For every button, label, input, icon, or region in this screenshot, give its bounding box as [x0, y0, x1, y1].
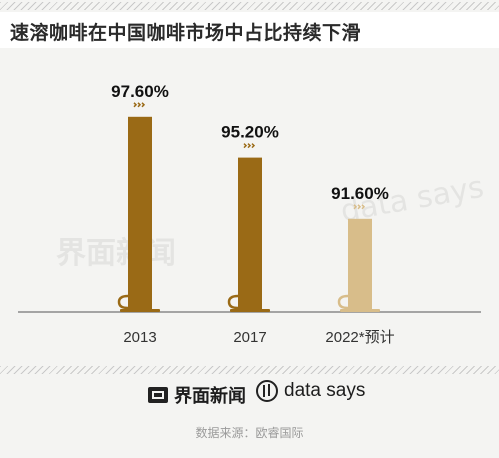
- steam-mark-2-0: [353, 204, 358, 210]
- jiemian-logo: 界面新闻: [148, 382, 246, 408]
- cup-handle-2: [337, 294, 349, 310]
- data-label-2: 91.60%: [331, 184, 389, 203]
- data-says-logo-text: data says: [284, 380, 366, 401]
- bar-2017: [238, 157, 262, 312]
- x-tick-label-0: 2013: [123, 329, 156, 346]
- data-source: 数据来源：欧睿国际: [195, 426, 304, 440]
- footer-brand-bar: 界面新闻 data says: [0, 378, 499, 408]
- bottom-hatch-decoration: [0, 366, 499, 374]
- chart-plot: 97.60% 2013 95.20% 2017 91.60% 2022*预计: [0, 56, 499, 366]
- title-bar: 速溶咖啡在中国咖啡市场中占比持续下滑: [0, 12, 499, 48]
- x-tick-label-1: 2017: [233, 329, 266, 346]
- chart-title: 速溶咖啡在中国咖啡市场中占比持续下滑: [10, 22, 362, 44]
- steam-mark-2-1: [357, 204, 362, 210]
- jiemian-logo-icon: [148, 387, 168, 403]
- data-label-1: 95.20%: [221, 123, 279, 142]
- cup-handle-1: [227, 294, 239, 310]
- top-hatch-decoration: [0, 2, 499, 10]
- steam-mark-1-1: [247, 143, 252, 149]
- data-says-logo: data says: [256, 380, 365, 402]
- steam-mark-1-2: [251, 143, 256, 149]
- data-label-0: 97.60%: [111, 82, 169, 101]
- cup-saucer-1: [230, 309, 270, 312]
- steam-mark-0-1: [137, 102, 142, 108]
- steam-mark-1-0: [243, 143, 248, 149]
- steam-mark-0-0: [133, 102, 138, 108]
- bar-2022*预计: [348, 218, 372, 312]
- jiemian-logo-text: 界面新闻: [174, 386, 246, 407]
- bar-chart: 97.60% 2013 95.20% 2017 91.60% 2022*预计: [18, 82, 481, 346]
- steam-mark-0-2: [141, 102, 146, 108]
- cup-saucer-2: [340, 309, 380, 312]
- steam-mark-2-2: [361, 204, 366, 210]
- data-says-logo-icon: [256, 380, 278, 402]
- cup-handle-0: [117, 294, 129, 310]
- x-tick-label-2: 2022*预计: [325, 329, 394, 346]
- bar-2013: [128, 116, 152, 312]
- cup-saucer-0: [120, 309, 160, 312]
